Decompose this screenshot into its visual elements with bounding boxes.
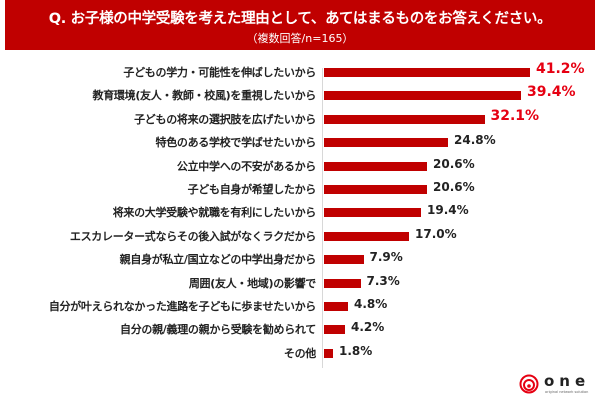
category-label: エスカレーター式ならその後入試がなくラクだから — [69, 229, 316, 243]
bar — [324, 114, 485, 124]
chart-row: 親自身が私立/国立などの中学出身だから 7.9% — [0, 249, 600, 269]
chart-title: Q. お子様の中学受験を考えた理由として、あてはまるものをお答えください。 — [48, 11, 552, 27]
bar-chart: 子どもの学力・可能性を伸ばしたいから 41.2% 教育環境(友人・教師・校風)を重視… — [0, 61, 600, 372]
category-label: 教育環境(友人・教師・校風)を重視したいから — [92, 89, 317, 103]
category-label: 公立中学への不安があるから — [176, 159, 316, 173]
chart-row: 将来の大学受験や就職を有利にしたいから 19.4% — [0, 202, 600, 222]
bar — [324, 161, 427, 171]
value-label: 32.1% — [490, 107, 540, 124]
value-label: 20.6% — [433, 156, 475, 171]
category-label: 将来の大学受験や就職を有利にしたいから — [112, 206, 317, 220]
value-label: 1.8% — [339, 343, 373, 358]
bar — [324, 68, 530, 77]
chart-row: 子どもの将来の選択肢を広げたいから 32.1% — [0, 107, 600, 129]
chart-row: エスカレーター式ならその後入試がなくラクだから 17.0% — [0, 226, 600, 246]
bar — [324, 208, 421, 218]
chart-row: 自分の親/義理の親から受験を勧められて 4.2% — [0, 319, 600, 339]
bar — [324, 348, 333, 358]
category-label: 子ども自身が希望したから — [187, 183, 317, 196]
value-label: 20.6% — [433, 180, 475, 194]
bar — [324, 325, 345, 335]
category-label: 子どもの将来の選択肢を広げたいから — [134, 112, 316, 126]
category-label: その他 — [283, 346, 316, 360]
value-label: 7.9% — [369, 250, 403, 265]
chart-row: その他 1.8% — [0, 343, 600, 363]
value-label: 24.8% — [454, 133, 496, 148]
category-label: 自分の親/義理の親から受験を勧められて — [120, 323, 316, 337]
chart-subtitle: （複数回答/n=165） — [246, 32, 354, 45]
chart-row: 周囲(友人・地域)の影響で 7.3% — [0, 273, 600, 293]
chart-row: 子どもの学力・可能性を伸ばしたいから 41.2% — [0, 61, 600, 82]
bar — [324, 185, 427, 194]
logo-wordmark: one — [544, 372, 591, 390]
category-label: 自分が叶えられなかった進路を子どもに歩ませたいから — [48, 300, 316, 313]
category-axis-line — [322, 68, 323, 368]
category-label: 特色のある学校で学ばせたいから — [155, 136, 317, 150]
value-label: 19.4% — [427, 203, 469, 218]
category-label: 親自身が私立/国立などの中学出身だから — [119, 253, 317, 267]
bar — [324, 302, 348, 311]
chart-header: Q. お子様の中学受験を考えた理由として、あてはまるものをお答えください。 （複… — [5, 0, 595, 50]
chart-row: 教育環境(友人・教師・校風)を重視したいから 39.4% — [0, 84, 600, 105]
value-label: 4.8% — [354, 297, 388, 311]
bar — [324, 278, 361, 288]
category-label: 子どもの学力・可能性を伸ばしたいから — [123, 66, 316, 79]
value-label: 41.2% — [536, 61, 585, 77]
logo-swirl-icon — [519, 374, 539, 394]
bar — [324, 138, 448, 148]
value-label: 39.4% — [527, 84, 576, 101]
bar — [324, 255, 364, 265]
brand-logo: one original network solution — [519, 372, 599, 398]
chart-row: 自分が叶えられなかった進路を子どもに歩ませたいから 4.8% — [0, 296, 600, 316]
value-label: 7.3% — [366, 273, 400, 288]
chart-row: 特色のある学校で学ばせたいから 24.8% — [0, 132, 600, 152]
chart-row: 公立中学への不安があるから 20.6% — [0, 156, 600, 176]
value-label: 4.2% — [351, 320, 385, 335]
category-label: 周囲(友人・地域)の影響で — [188, 276, 316, 290]
value-label: 17.0% — [415, 226, 457, 241]
bar — [324, 231, 409, 241]
chart-row: 子ども自身が希望したから 20.6% — [0, 179, 600, 199]
bar — [324, 91, 521, 101]
logo-tagline: original network solution — [545, 390, 589, 394]
